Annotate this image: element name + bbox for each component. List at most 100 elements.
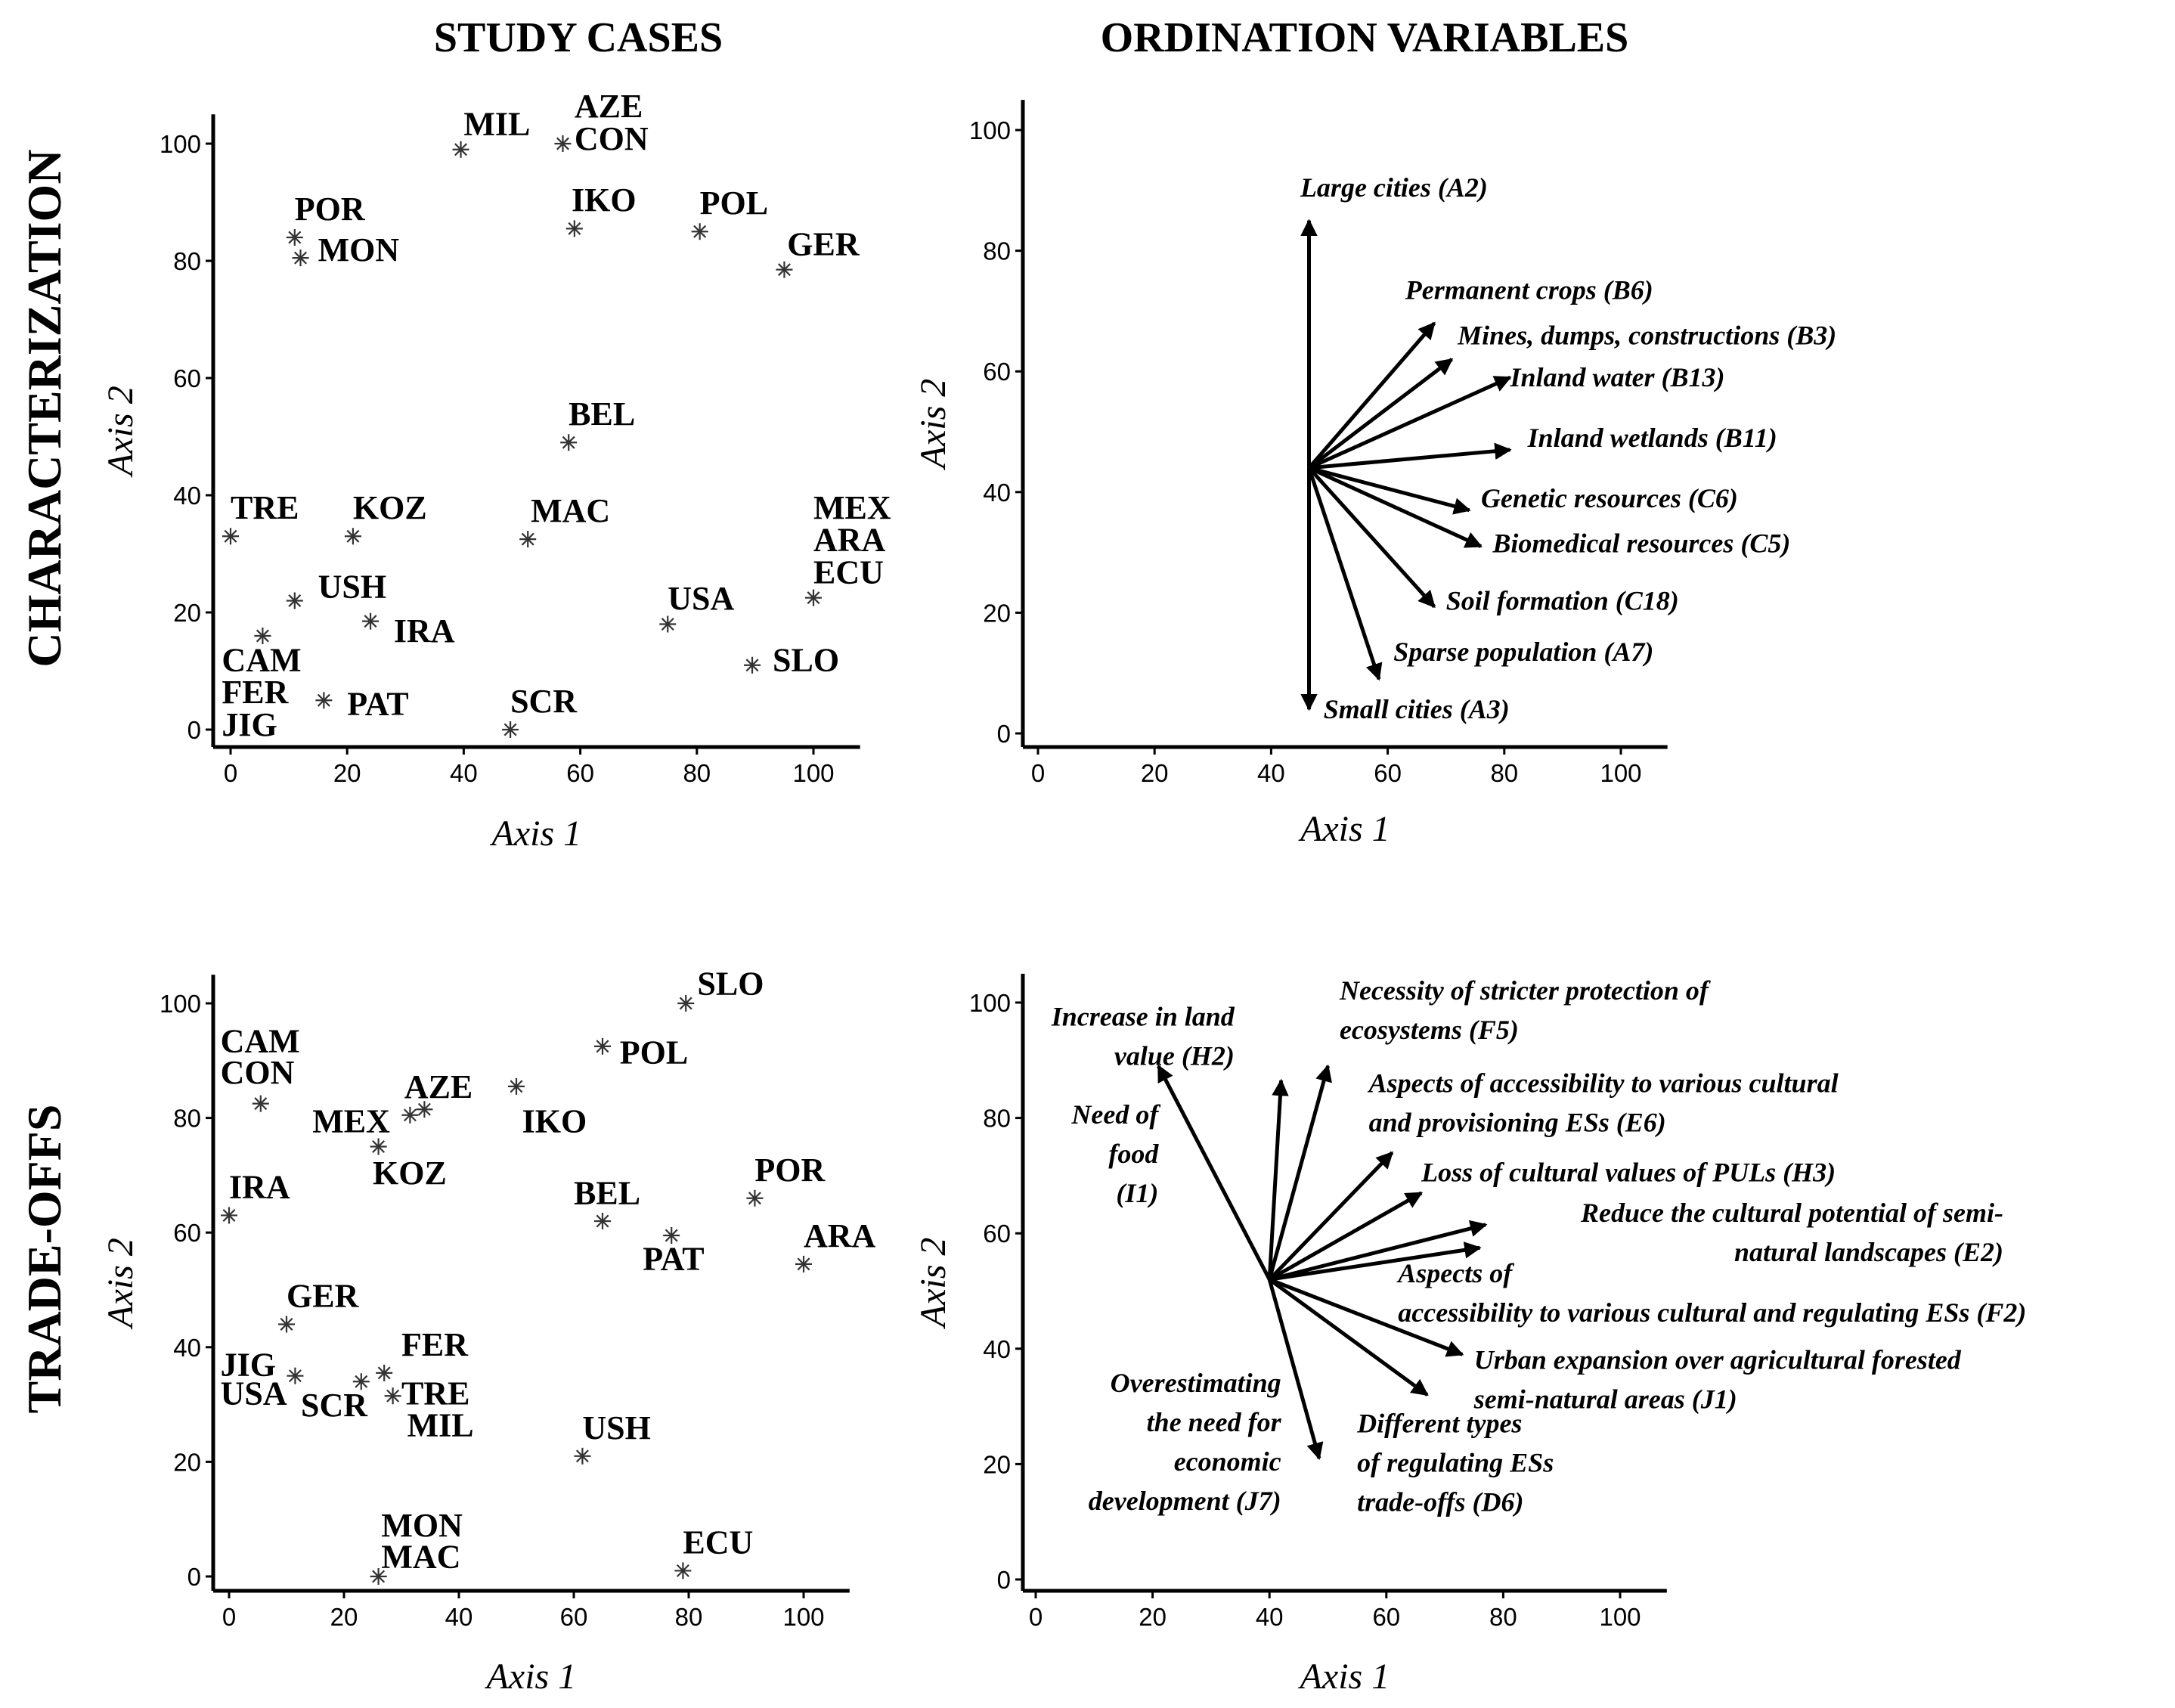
x-axis-title: Axis 1 — [485, 1657, 577, 1697]
data-point-marker — [376, 1364, 393, 1381]
data-point-marker — [286, 229, 303, 246]
study-case-label-mac: MAC — [531, 492, 610, 529]
study-case-label-ara: ARA — [813, 522, 886, 559]
data-point-marker — [352, 1373, 370, 1390]
study-case-label-fer: FER — [222, 674, 289, 711]
y-tick-label: 60 — [173, 364, 201, 392]
variable-label: Aspects of accessibility to various cultu… — [1396, 1258, 2026, 1328]
y-tick-label: 80 — [983, 237, 1011, 265]
data-point-marker — [452, 141, 469, 158]
data-point-marker — [254, 628, 271, 644]
x-tick-label: 80 — [1490, 759, 1518, 787]
variable-label: Urban expansion over agricultural forest… — [1473, 1345, 1962, 1415]
loading-vector-arrow — [1307, 467, 1436, 609]
loading-vector-arrow — [1268, 1151, 1394, 1281]
variable-label: Overestimating the need for economic develo… — [1089, 1368, 1282, 1516]
loading-vector-arrow — [1267, 1279, 1324, 1460]
data-point-marker — [554, 135, 572, 152]
y-tick-label: 20 — [173, 1448, 201, 1476]
loading-vector-arrow — [1308, 375, 1512, 470]
data-point-marker — [221, 1207, 237, 1224]
data-point-marker — [663, 1226, 680, 1244]
study-case-label-usa: USA — [668, 580, 734, 617]
loading-vector-arrow — [1269, 1241, 1482, 1282]
variable-label: Sparse population (A7) — [1393, 637, 1653, 667]
y-tick-label: 80 — [173, 247, 201, 275]
variable-label: Necessity of stricter protection of ecosy… — [1339, 975, 1711, 1045]
study-case-label-scr: SCR — [510, 683, 578, 720]
study-case-label-aze: AZE — [404, 1068, 472, 1105]
variable-label: Reduce the cultural potential of semi-na… — [1580, 1198, 2003, 1267]
y-tick-label: 60 — [983, 1220, 1011, 1248]
y-axis-title: Axis 2 — [101, 1238, 141, 1330]
variable-label: Soil formation (C18) — [1446, 585, 1679, 615]
data-point-marker — [594, 1037, 611, 1055]
x-tick-label: 0 — [222, 1603, 236, 1631]
study-case-label-ush: USH — [582, 1409, 650, 1446]
x-tick-label: 60 — [1372, 1603, 1400, 1631]
y-tick-label: 100 — [160, 990, 201, 1018]
data-point-marker — [594, 1213, 611, 1230]
row-title-trade-offs: TRADE-OFFS — [17, 1105, 71, 1414]
x-tick-label: 60 — [566, 759, 594, 787]
variable-label: Different types of regulating ESs trade-of… — [1356, 1408, 1554, 1517]
loading-vector-arrow — [1269, 1277, 1464, 1357]
data-point-marker — [744, 656, 761, 674]
y-axis-title: Axis 2 — [101, 386, 141, 478]
data-point-marker — [746, 1189, 764, 1207]
y-tick-label: 0 — [187, 1563, 201, 1591]
data-point-marker — [287, 1367, 304, 1384]
study-case-label-con: CON — [221, 1054, 295, 1091]
study-case-label-mil: MIL — [407, 1406, 474, 1443]
y-tick-label: 100 — [160, 130, 201, 158]
study-case-label-ira: IRA — [229, 1169, 290, 1206]
data-point-marker — [222, 528, 239, 545]
data-point-marker — [344, 528, 361, 545]
study-case-label-tre: TRE — [231, 489, 299, 526]
y-tick-label: 40 — [983, 479, 1011, 507]
x-tick-label: 0 — [224, 759, 237, 787]
data-point-marker — [362, 612, 380, 630]
loading-vector-arrow — [1308, 466, 1483, 548]
y-tick-label: 100 — [969, 989, 1011, 1017]
x-axis-title: Axis 1 — [1298, 809, 1390, 849]
x-tick-label: 100 — [1600, 759, 1641, 787]
variable-label: Genetic resources (C6) — [1481, 483, 1738, 513]
data-point-marker — [795, 1255, 812, 1272]
y-tick-label: 20 — [983, 1450, 1011, 1478]
y-tick-label: 20 — [983, 599, 1011, 627]
data-point-marker — [805, 589, 822, 606]
study-case-label-pat: PAT — [347, 686, 408, 723]
x-tick-label: 20 — [1141, 759, 1169, 787]
study-case-label-por: POR — [295, 191, 366, 228]
y-tick-label: 40 — [983, 1335, 1011, 1363]
study-case-label-cam: CAM — [221, 1022, 300, 1059]
study-case-label-ara: ARA — [804, 1217, 876, 1254]
variable-label: Need of food (I1) — [1070, 1099, 1160, 1208]
loading-vector-arrow — [1157, 1064, 1272, 1281]
variable-label: Inland water (B13) — [1510, 362, 1725, 392]
x-tick-label: 20 — [333, 759, 361, 787]
y-tick-label: 60 — [173, 1219, 201, 1247]
study-case-label-aze: AZE — [575, 88, 643, 125]
y-tick-label: 100 — [969, 116, 1011, 144]
chart-tradeoffs-ordination-variables: 0 20 40 60 80 100 0 20 40 60 80 100 Axis 1 Axis 2 Incr… — [913, 973, 2026, 1697]
variable-label: Permanent crops (B6) — [1405, 274, 1653, 305]
data-point-marker — [574, 1447, 591, 1465]
x-tick-label: 80 — [675, 1603, 703, 1631]
variable-label: Aspects of accessibility to various cult… — [1368, 1068, 1839, 1137]
study-case-label-ush: USH — [318, 569, 386, 606]
data-point-marker — [565, 220, 583, 237]
study-case-label-ira: IRA — [394, 612, 455, 649]
study-case-label-ecu: ECU — [813, 553, 884, 591]
loading-vector-arrow — [1267, 1064, 1333, 1280]
x-tick-label: 20 — [330, 1603, 358, 1631]
study-case-label-slo: SLO — [773, 642, 839, 679]
data-point-marker — [677, 995, 695, 1012]
y-tick-label: 0 — [997, 720, 1011, 748]
y-tick-label: 40 — [173, 1334, 201, 1362]
data-point-marker — [519, 531, 537, 548]
column-title-ordination-variables: ORDINATION VARIABLES — [1101, 14, 1629, 61]
x-tick-label: 40 — [1257, 759, 1285, 787]
